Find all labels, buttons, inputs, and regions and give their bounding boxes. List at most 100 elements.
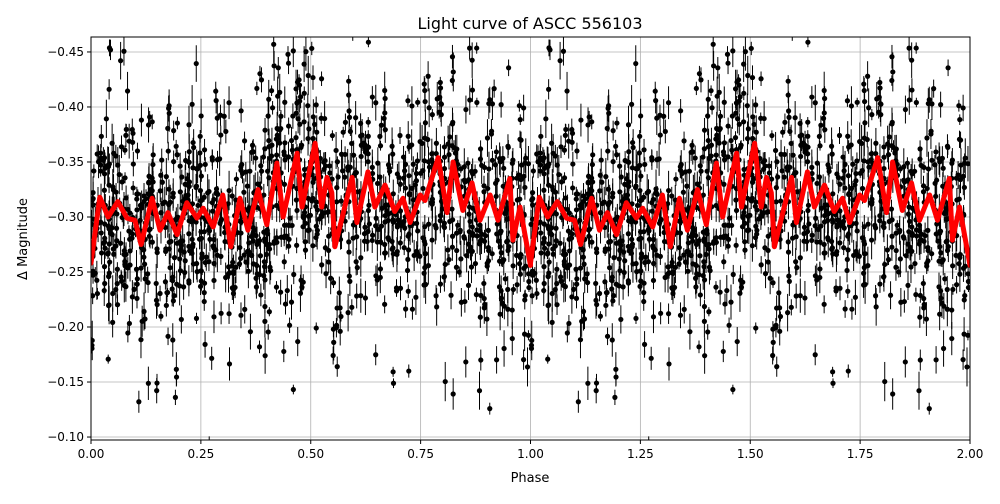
data-point: [960, 357, 965, 362]
data-point: [478, 315, 483, 320]
data-point: [614, 120, 619, 125]
data-point: [886, 257, 891, 262]
data-point: [649, 157, 654, 162]
data-point: [314, 325, 319, 330]
data-point: [681, 190, 686, 195]
data-point: [538, 134, 543, 139]
data-point: [151, 152, 156, 157]
data-point: [397, 133, 402, 138]
data-point: [350, 23, 355, 28]
data-point: [565, 330, 570, 335]
data-point: [107, 241, 112, 246]
data-point: [626, 149, 631, 154]
data-point: [202, 147, 207, 152]
data-point: [164, 303, 169, 308]
data-point: [518, 272, 523, 277]
data-point: [185, 176, 190, 181]
data-point: [289, 138, 294, 143]
data-point: [199, 256, 204, 261]
data-point: [901, 178, 906, 183]
data-point: [175, 120, 180, 125]
data-point: [445, 247, 450, 252]
data-point: [653, 186, 658, 191]
data-point: [138, 266, 143, 271]
data-point: [194, 61, 199, 66]
data-point: [567, 210, 572, 215]
data-point: [353, 115, 358, 120]
data-point: [183, 158, 188, 163]
data-point: [778, 198, 783, 203]
data-point: [505, 144, 510, 149]
data-point: [569, 127, 574, 132]
data-point: [411, 162, 416, 167]
data-point: [217, 156, 222, 161]
data-point: [798, 293, 803, 298]
data-point: [427, 105, 432, 110]
data-point: [155, 250, 160, 255]
data-point: [190, 237, 195, 242]
data-point: [574, 276, 579, 281]
data-point: [817, 143, 822, 148]
data-point: [203, 260, 208, 265]
data-point: [617, 256, 622, 261]
data-point: [238, 164, 243, 169]
data-point: [613, 367, 618, 372]
data-point: [829, 144, 834, 149]
data-point: [715, 94, 720, 99]
data-point: [401, 176, 406, 181]
data-point: [131, 185, 136, 190]
data-point: [763, 271, 768, 276]
data-point: [263, 353, 268, 358]
data-point: [573, 267, 578, 272]
data-point: [791, 153, 796, 158]
data-point: [862, 120, 867, 125]
data-point: [658, 311, 663, 316]
data-point: [578, 266, 583, 271]
data-point: [578, 337, 583, 342]
data-point: [893, 265, 898, 270]
data-point: [426, 263, 431, 268]
data-point: [574, 207, 579, 212]
data-point: [285, 52, 290, 57]
data-point: [626, 278, 631, 283]
data-point: [467, 97, 472, 102]
data-point: [821, 116, 826, 121]
data-point: [678, 256, 683, 261]
data-point: [822, 110, 827, 115]
data-point: [708, 88, 713, 93]
data-point: [494, 194, 499, 199]
data-point: [846, 144, 851, 149]
data-point: [266, 175, 271, 180]
data-point: [134, 191, 139, 196]
data-point: [759, 262, 764, 267]
data-point: [166, 148, 171, 153]
data-point: [626, 231, 631, 236]
data-point: [834, 222, 839, 227]
data-point: [211, 278, 216, 283]
data-point: [894, 248, 899, 253]
data-point: [817, 174, 822, 179]
data-point: [390, 152, 395, 157]
data-point: [728, 300, 733, 305]
data-point: [698, 169, 703, 174]
data-point: [778, 314, 783, 319]
data-point: [206, 189, 211, 194]
data-point: [174, 367, 179, 372]
data-point: [914, 45, 919, 50]
data-point: [873, 293, 878, 298]
data-point: [673, 176, 678, 181]
data-point: [754, 130, 759, 135]
data-point: [776, 290, 781, 295]
data-point: [843, 306, 848, 311]
data-point: [125, 88, 130, 93]
data-point: [306, 73, 311, 78]
data-point: [481, 189, 486, 194]
data-point: [802, 225, 807, 230]
data-point: [127, 210, 132, 215]
data-point: [706, 97, 711, 102]
data-point: [906, 204, 911, 209]
data-point: [202, 229, 207, 234]
data-point: [477, 388, 482, 393]
data-point: [505, 287, 510, 292]
data-point: [813, 352, 818, 357]
